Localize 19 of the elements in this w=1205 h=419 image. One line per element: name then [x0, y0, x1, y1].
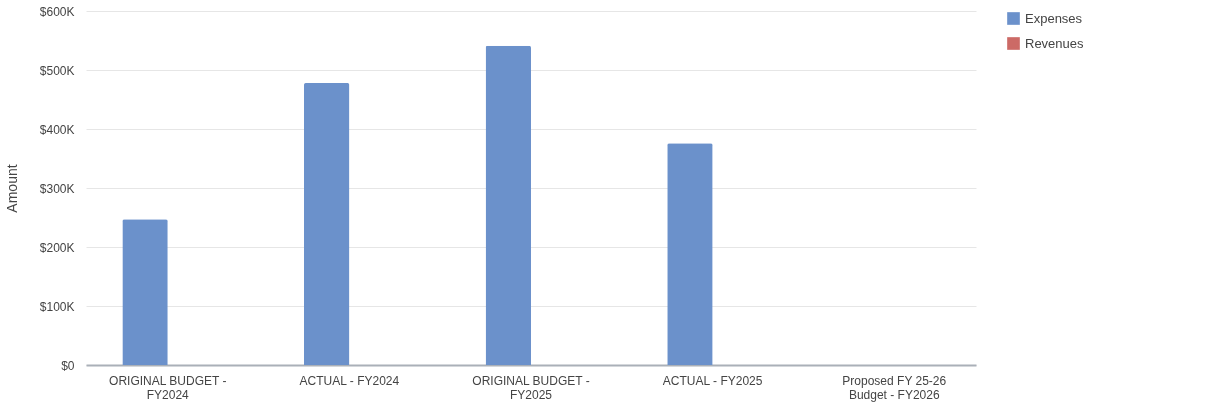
- y-tick-label: $0: [61, 358, 75, 373]
- x-tick-label: Proposed FY 25-26 Budget - FY2026: [842, 373, 947, 402]
- x-tick-label: ORIGINAL BUDGET - FY2024: [109, 373, 227, 402]
- bar: [122, 219, 168, 365]
- legend-label: Revenues: [1025, 35, 1085, 51]
- bar: [667, 143, 713, 365]
- y-tick-label: $200K: [39, 240, 75, 255]
- y-tick-label: $500K: [39, 63, 75, 78]
- bar: [485, 45, 531, 365]
- x-tick-label: ACTUAL - FY2025: [662, 373, 763, 388]
- y-tick-label: $400K: [39, 122, 75, 137]
- bar: [303, 82, 350, 365]
- legend-label: Expenses: [1025, 10, 1083, 26]
- x-tick-label: ACTUAL - FY2024: [299, 373, 400, 388]
- y-axis-title: Amount: [3, 164, 20, 213]
- x-tick-label: ORIGINAL BUDGET - FY2025: [472, 373, 590, 402]
- y-tick-label: $300K: [39, 181, 75, 196]
- y-tick-label: $600K: [39, 4, 75, 19]
- y-tick-label: $100K: [39, 299, 75, 314]
